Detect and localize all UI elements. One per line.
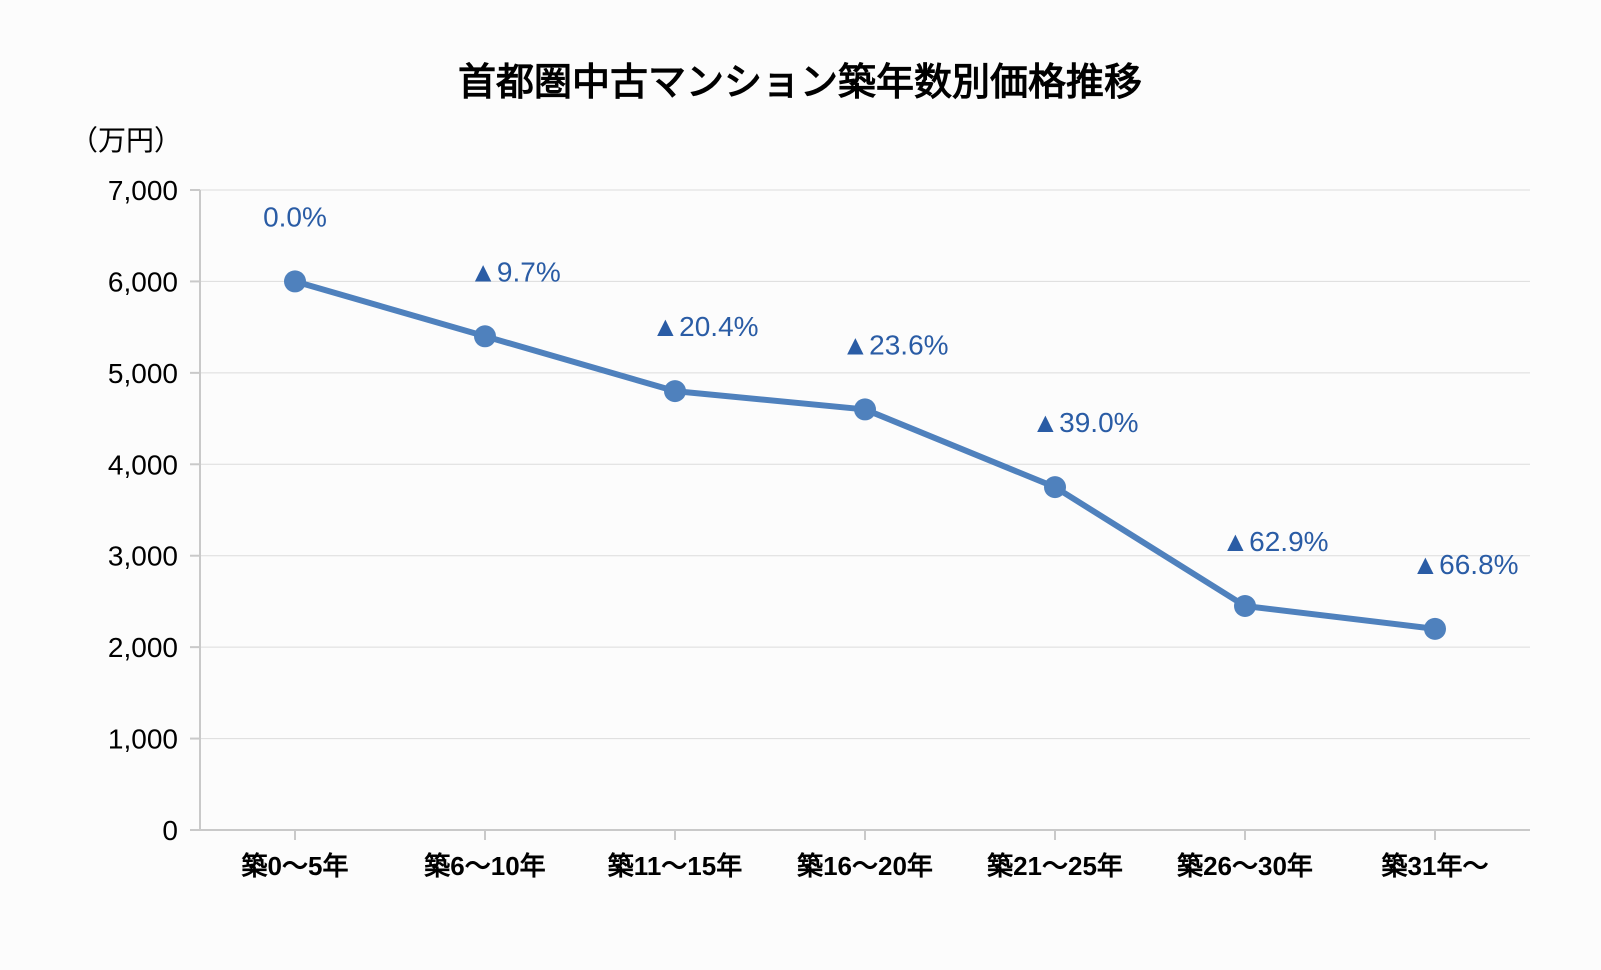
y-tick-label: 7,000 bbox=[108, 175, 178, 206]
series-marker bbox=[1044, 476, 1066, 498]
series-marker bbox=[474, 325, 496, 347]
x-tick-label: 築16〜20年 bbox=[796, 851, 933, 881]
y-tick-label: 4,000 bbox=[108, 449, 178, 480]
series-data-label: ▲9.7% bbox=[469, 256, 561, 287]
x-tick-label: 築26〜30年 bbox=[1176, 851, 1313, 881]
series-data-label: ▲20.4% bbox=[651, 311, 758, 342]
x-tick-label: 築21〜25年 bbox=[986, 851, 1123, 881]
chart-background bbox=[0, 0, 1601, 970]
series-marker bbox=[1234, 595, 1256, 617]
chart-container: 首都圏中古マンション築年数別価格推移 （万円） 0 1,000 2,000 3,000 4,… bbox=[0, 0, 1601, 970]
x-tick-label: 築11〜15年 bbox=[607, 851, 742, 881]
series-marker bbox=[664, 380, 686, 402]
x-tick-label: 築6〜10年 bbox=[423, 851, 545, 881]
y-tick-label: 3,000 bbox=[108, 541, 178, 572]
series-marker bbox=[854, 398, 876, 420]
series-data-label: ▲62.9% bbox=[1221, 526, 1328, 557]
series-data-label: ▲66.8% bbox=[1411, 549, 1518, 580]
series-data-label: ▲39.0% bbox=[1031, 407, 1138, 438]
y-tick-label: 6,000 bbox=[108, 266, 178, 297]
line-chart: 首都圏中古マンション築年数別価格推移 （万円） 0 1,000 2,000 3,000 4,… bbox=[0, 0, 1601, 970]
series-data-label: 0.0% bbox=[263, 201, 327, 232]
y-tick-label: 5,000 bbox=[108, 358, 178, 389]
x-tick-label: 築0〜5年 bbox=[241, 851, 349, 881]
y-tick-label: 0 bbox=[162, 815, 178, 846]
series-marker bbox=[284, 270, 306, 292]
y-axis-unit-label: （万円） bbox=[70, 125, 182, 156]
x-tick-label: 築31年〜 bbox=[1381, 851, 1489, 881]
y-tick-label: 1,000 bbox=[108, 724, 178, 755]
series-marker bbox=[1424, 618, 1446, 640]
series-data-label: ▲23.6% bbox=[841, 329, 948, 360]
y-tick-label: 2,000 bbox=[108, 632, 178, 663]
chart-title: 首都圏中古マンション築年数別価格推移 bbox=[458, 62, 1142, 104]
